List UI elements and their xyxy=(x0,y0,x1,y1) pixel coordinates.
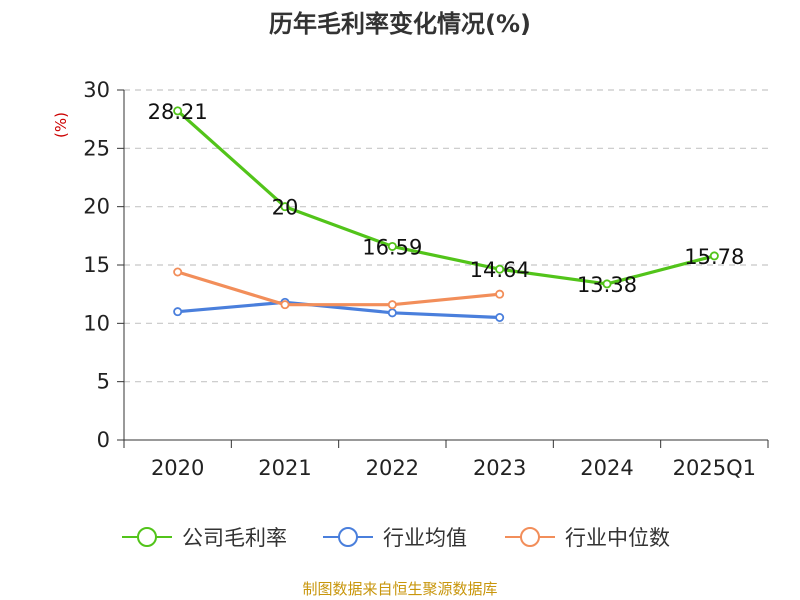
data-label: 15.78 xyxy=(684,245,744,269)
legend-item[interactable]: 公司毛利率 xyxy=(122,526,287,550)
x-tick-label: 2023 xyxy=(473,456,526,480)
data-point[interactable] xyxy=(387,241,397,251)
y-tick-label: 10 xyxy=(83,311,110,335)
gridlines xyxy=(124,89,768,383)
legend[interactable]: 公司毛利率 行业均值 行业中位数 xyxy=(122,526,670,550)
data-point[interactable] xyxy=(495,289,505,299)
y-tick-label: 5 xyxy=(97,370,110,394)
data-label: 16.59 xyxy=(362,235,422,259)
data-point[interactable] xyxy=(709,251,719,261)
data-point[interactable] xyxy=(602,279,612,289)
data-point[interactable] xyxy=(173,267,183,277)
data-point[interactable] xyxy=(280,202,290,212)
series-line xyxy=(177,300,500,320)
data-point[interactable] xyxy=(387,308,397,318)
legend-marker xyxy=(520,527,540,547)
chart-title: 历年毛利率变化情况(%) xyxy=(269,10,531,38)
data-point[interactable] xyxy=(280,300,290,310)
y-tick-label: 0 xyxy=(97,428,110,452)
legend-marker xyxy=(137,527,157,547)
data-point[interactable] xyxy=(495,312,505,322)
series-line xyxy=(177,270,500,307)
y-tick-label: 25 xyxy=(83,136,110,160)
legend-label: 公司毛利率 xyxy=(182,526,287,550)
legend-item[interactable]: 行业均值 xyxy=(323,526,467,550)
x-tick-label: 2021 xyxy=(258,456,311,480)
source-note: 制图数据来自恒生聚源数据库 xyxy=(302,580,497,598)
y-tick-label: 20 xyxy=(83,195,110,219)
legend-item[interactable]: 行业中位数 xyxy=(505,526,670,550)
x-tick-label: 2022 xyxy=(366,456,419,480)
legend-label: 行业中位数 xyxy=(565,526,670,550)
data-point[interactable] xyxy=(173,307,183,317)
data-label: 14.64 xyxy=(470,258,530,282)
data-point[interactable] xyxy=(387,300,397,310)
y-tick-label: 30 xyxy=(83,78,110,102)
legend-marker xyxy=(338,527,358,547)
y-axis-label: (%) xyxy=(52,112,70,138)
axes: 0 5 10 15 20 25 30 2020 2021 2022 2023 2024 2025Q1 xyxy=(83,78,769,480)
data-point[interactable] xyxy=(495,264,505,274)
series-line xyxy=(176,109,715,286)
data-labels: 28.21 20 16.59 14.64 13.38 15.78 xyxy=(148,100,745,297)
data-point[interactable] xyxy=(173,106,183,116)
x-tick-label: 2024 xyxy=(580,456,633,480)
data-label: 13.38 xyxy=(577,273,637,297)
series-layer xyxy=(173,106,719,322)
legend-label: 行业均值 xyxy=(383,526,467,550)
data-label: 28.21 xyxy=(148,100,208,124)
x-tick-label: 2025Q1 xyxy=(673,456,756,480)
y-tick-label: 15 xyxy=(83,253,110,277)
x-tick-label: 2020 xyxy=(151,456,204,480)
data-label: 20 xyxy=(272,196,299,220)
